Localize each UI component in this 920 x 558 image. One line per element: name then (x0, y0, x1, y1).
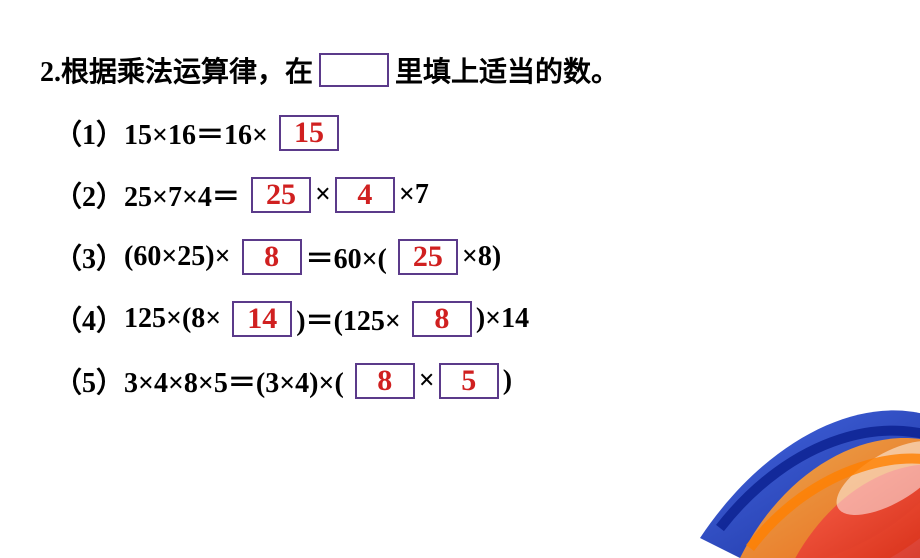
answer-box: 25 (398, 239, 458, 275)
expr-text: 3×4×8×5＝(3×4)×( (124, 361, 344, 401)
item-label: （1） (54, 113, 124, 153)
item-label: （3） (54, 237, 124, 277)
expr-text: 15×16＝16× (124, 113, 268, 153)
expr-text: )×14 (476, 303, 529, 335)
item-2: （2） 25×7×4＝ 25 × 4 ×7 (54, 176, 840, 214)
item-label: （5） (54, 361, 124, 401)
answer-box: 8 (242, 239, 302, 275)
answer-box: 8 (412, 301, 472, 337)
item-1: （1） 15×16＝16× 15 (54, 114, 840, 152)
blank-box-icon (319, 53, 389, 87)
heading-prefix: 2.根据乘法运算律，在 (40, 50, 313, 90)
answer-box: 4 (335, 177, 395, 213)
expr-text: ×8) (462, 241, 501, 273)
expr-text: ＝60×( (306, 237, 387, 277)
answer-box: 5 (439, 363, 499, 399)
question-heading: 2.根据乘法运算律，在 里填上适当的数。 (40, 50, 840, 90)
ribbon-decoration-icon (640, 238, 920, 558)
answer-box: 25 (251, 177, 311, 213)
answer-box: 8 (355, 363, 415, 399)
expr-text: × (315, 179, 331, 211)
expr-text: ×7 (399, 179, 429, 211)
heading-suffix: 里填上适当的数。 (395, 50, 619, 90)
item-label: （4） (54, 299, 124, 339)
expr-text: 125×(8× (124, 303, 221, 335)
item-label: （2） (54, 175, 124, 215)
expr-text: (60×25)× (124, 241, 231, 273)
expr-text: × (419, 365, 435, 397)
answer-box: 14 (232, 301, 292, 337)
expr-text: 25×7×4＝ (124, 175, 240, 215)
expr-text: ) (503, 365, 512, 397)
answer-box: 15 (279, 115, 339, 151)
expr-text: )＝(125× (296, 299, 401, 339)
